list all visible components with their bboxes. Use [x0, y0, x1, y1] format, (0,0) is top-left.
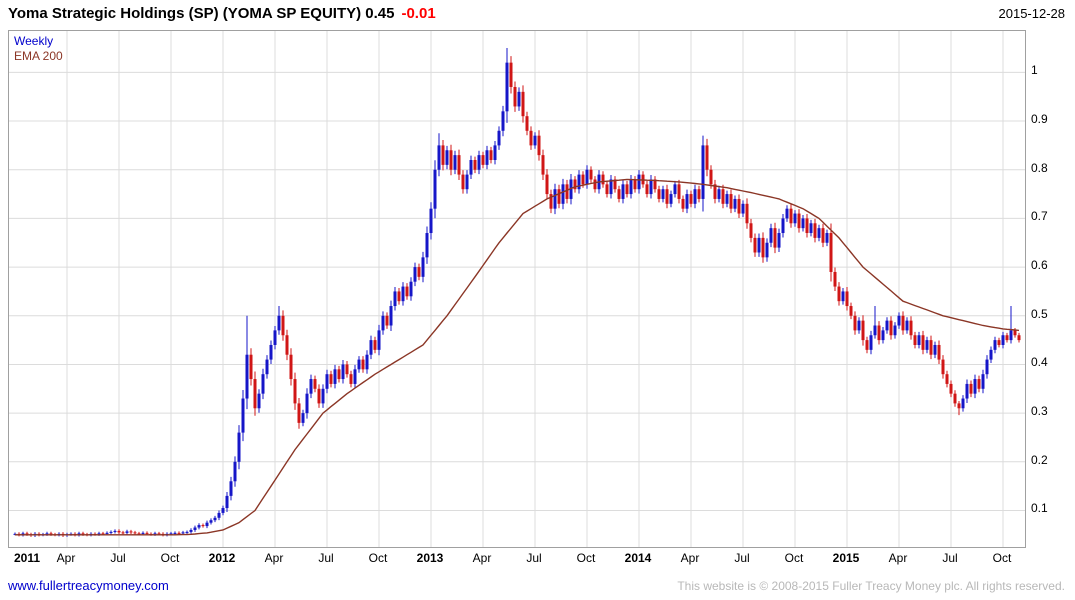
x-axis-label: Oct [784, 551, 804, 565]
legend-weekly: Weekly [14, 34, 54, 48]
y-axis-label: 0.1 [1031, 501, 1048, 516]
y-axis-label: 0.4 [1031, 355, 1048, 370]
x-axis-label: Jul [734, 551, 750, 565]
y-axis-label: 0.7 [1031, 209, 1048, 224]
x-axis-label: Apr [472, 551, 492, 565]
price-chart-svg [9, 31, 1025, 547]
x-axis-label: Jul [110, 551, 126, 565]
y-axis-label: 0.6 [1031, 258, 1048, 273]
x-axis-label: Apr [56, 551, 76, 565]
date-label: 2015-12-28 [998, 6, 1066, 21]
x-axis-label: Jul [526, 551, 542, 565]
legend-ema-200: EMA 200 [14, 49, 63, 63]
x-axis-label: 2013 [416, 551, 444, 565]
x-axis-label: 2011 [14, 551, 41, 565]
price-change: -0.01 [401, 5, 436, 22]
plot-area[interactable]: Weekly EMA 200 [8, 30, 1026, 548]
chart-legend: Weekly EMA 200 [14, 34, 63, 64]
x-axis-label: Jul [318, 551, 334, 565]
y-axis-label: 0.8 [1031, 160, 1048, 175]
x-axis-label: Oct [160, 551, 180, 565]
chart-header: Yoma Strategic Holdings (SP) (YOMA SP EQ… [8, 5, 436, 22]
x-axis-label: Oct [576, 551, 596, 565]
y-axis-label: 1 [1031, 63, 1038, 78]
x-axis-label: 2014 [624, 551, 652, 565]
y-axis-label: 0.3 [1031, 404, 1048, 419]
x-axis-label: Apr [888, 551, 908, 565]
y-axis-label: 0.5 [1031, 306, 1048, 321]
y-axis-label: 0.2 [1031, 452, 1048, 467]
chart-title: Yoma Strategic Holdings (SP) (YOMA SP EQ… [8, 5, 395, 22]
x-axis-label: Jul [942, 551, 958, 565]
x-axis-label: Apr [264, 551, 284, 565]
y-axis-label: 0.9 [1031, 112, 1048, 127]
x-axis-label: Oct [992, 551, 1012, 565]
x-axis-label: 2012 [208, 551, 236, 565]
x-axis-label: Apr [680, 551, 700, 565]
x-axis-label: Oct [368, 551, 388, 565]
x-axis-label: 2015 [832, 551, 860, 565]
footer-copyright: This website is © 2008-2015 Fuller Treac… [677, 579, 1065, 593]
footer-site-link[interactable]: www.fullertreacymoney.com [8, 578, 169, 593]
